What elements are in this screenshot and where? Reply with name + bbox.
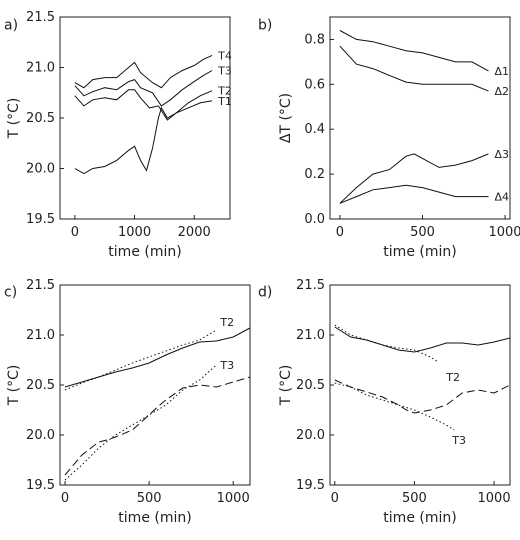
panel-b: b) 0 500 1000 0.0 0.2 0.4 0.6 0.8 time (min) ΔT (°…	[258, 16, 520, 260]
x-tick-label: 2000	[178, 225, 211, 240]
series-line-2	[334, 379, 511, 414]
series-label: Δ2	[495, 85, 510, 98]
series-line-0	[334, 326, 511, 353]
series-line-1	[334, 324, 439, 363]
series-line-3	[74, 100, 213, 175]
x-tick-label: 1000	[217, 491, 250, 506]
panel-c: c) 0 500 1000 19.5 20.0 20.5 21.0 21.5 time (min)…	[4, 278, 251, 526]
y-tick-label: 21.5	[26, 10, 55, 25]
series-line-2	[74, 89, 213, 121]
series-line-0	[339, 30, 489, 72]
x-axis-label: time (min)	[383, 244, 456, 260]
y-axis-label: T (°C)	[6, 365, 22, 407]
series-label: T3	[217, 65, 232, 78]
series-label: T2	[217, 85, 232, 98]
y-tick-label: 20.0	[26, 428, 55, 443]
y-axis-label: T (°C)	[278, 365, 294, 407]
series-line-2	[339, 153, 489, 204]
y-tick-label: 0.8	[304, 32, 325, 47]
y-tick-label: 20.0	[296, 428, 325, 443]
series-label: Δ1	[495, 65, 510, 78]
y-tick-label: 19.5	[26, 478, 55, 493]
plot-frame	[59, 16, 231, 220]
y-tick-label: 21.5	[296, 278, 325, 293]
x-tick-label: 0	[336, 225, 344, 240]
series-label: Δ3	[495, 148, 510, 161]
y-tick-label: 0.0	[304, 212, 325, 227]
series-line-1	[339, 45, 489, 92]
series-line-0	[74, 54, 213, 89]
y-tick-label: 19.5	[296, 478, 325, 493]
panel-a: a) 0 1000 2000 19.5 20.0 20.5 21.0 21.5 time (min…	[4, 10, 232, 260]
y-axis-label: T (°C)	[6, 98, 22, 140]
y-tick-label: 21.5	[26, 278, 55, 293]
x-tick-label: 500	[137, 491, 162, 506]
y-tick-label: 21.0	[296, 328, 325, 343]
x-tick-label: 1000	[478, 491, 511, 506]
series-line-3	[64, 364, 217, 481]
series-label: T3	[451, 434, 466, 447]
x-tick-label: 500	[410, 225, 435, 240]
x-axis-label: time (min)	[118, 510, 191, 526]
panel-d: d) 0 500 1000 19.5 20.0 20.5 21.0 21.5 time (min)…	[258, 278, 511, 526]
panel-label: d)	[258, 285, 272, 301]
series-line-2	[64, 376, 251, 476]
series-line-0	[64, 327, 251, 388]
y-tick-label: 21.0	[26, 328, 55, 343]
y-tick-label: 0.6	[304, 77, 325, 92]
y-tick-label: 20.0	[26, 162, 55, 177]
series-line-3	[339, 184, 489, 204]
y-tick-label: 20.5	[26, 111, 55, 126]
y-tick-label: 0.2	[304, 167, 325, 182]
panel-label: b)	[258, 18, 272, 34]
series-label: T3	[219, 359, 234, 372]
x-axis-label: time (min)	[108, 244, 181, 260]
panel-label: c)	[4, 285, 17, 301]
plot-frame	[59, 284, 251, 486]
x-tick-label: 1000	[118, 225, 151, 240]
y-tick-label: 21.0	[26, 61, 55, 76]
x-tick-label: 500	[402, 491, 427, 506]
series-label: T1	[217, 95, 232, 108]
x-tick-label: 0	[331, 491, 339, 506]
y-tick-label: 19.5	[26, 212, 55, 227]
series-label: T2	[219, 316, 234, 329]
y-tick-label: 20.5	[26, 378, 55, 393]
plot-frame	[329, 16, 511, 220]
series-line-3	[334, 382, 455, 431]
series-line-1	[64, 329, 217, 391]
series-label: T4	[217, 49, 232, 62]
x-tick-label: 0	[61, 491, 69, 506]
series-line-1	[74, 70, 213, 107]
y-axis-label: ΔT (°C)	[278, 93, 294, 143]
y-tick-label: 20.5	[296, 378, 325, 393]
y-tick-label: 0.4	[304, 122, 325, 137]
plot-frame	[329, 284, 511, 486]
series-label: T2	[445, 371, 460, 384]
x-axis-label: time (min)	[383, 510, 456, 526]
series-label: Δ4	[495, 191, 510, 204]
panel-label: a)	[4, 18, 18, 34]
x-tick-label: 1000	[488, 225, 520, 240]
x-tick-label: 0	[71, 225, 79, 240]
